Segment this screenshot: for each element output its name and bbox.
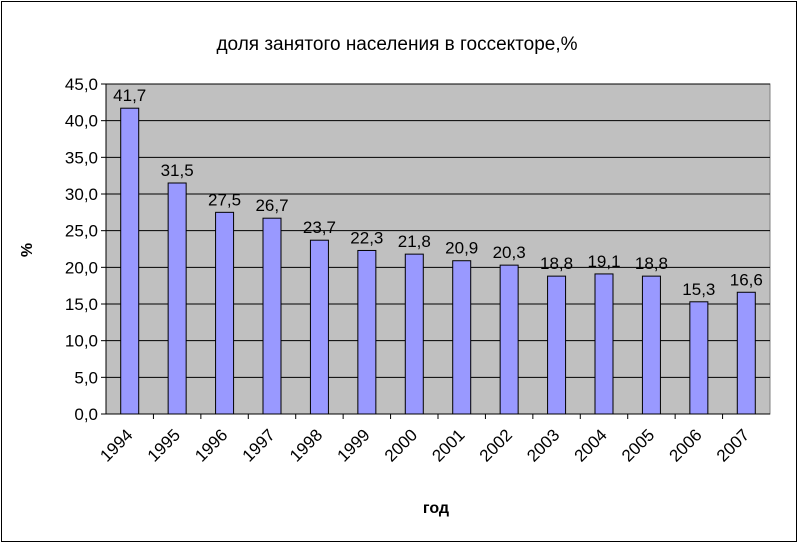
bar-2007 <box>736 291 756 415</box>
bar-2001 <box>452 260 472 415</box>
x-tick-label-1994: 1994 <box>96 425 136 465</box>
data-label-1996: 27,5 <box>208 190 241 209</box>
x-tick-label-2005: 2005 <box>618 425 658 465</box>
y-tick-label: 15,0 <box>65 295 98 314</box>
y-axis-ticks: 0,0 5,0 10,0 15,0 20,0 25,0 30,0 35,0 40,0 45,0 <box>65 75 106 424</box>
x-axis-ticks: 1994 1995 1996 1997 1998 1999 2000 2001 2002 2003… <box>96 414 753 466</box>
y-tick-label: 35,0 <box>65 148 98 167</box>
data-label-2002: 20,3 <box>493 243 526 262</box>
x-tick-label-2003: 2003 <box>523 425 563 465</box>
bar-1998 <box>309 239 329 415</box>
data-label-2005: 18,8 <box>635 254 668 273</box>
data-label-1995: 31,5 <box>161 161 194 180</box>
x-tick-label-1999: 1999 <box>334 425 374 465</box>
data-label-2006: 15,3 <box>682 280 715 299</box>
y-tick-label: 30,0 <box>65 185 98 204</box>
bar-1997 <box>262 217 282 415</box>
bar-2003 <box>547 275 567 415</box>
bar-1994 <box>120 107 140 415</box>
y-tick-label: 10,0 <box>65 332 98 351</box>
y-tick-label: 5,0 <box>74 368 98 387</box>
y-tick-label: 40,0 <box>65 112 98 131</box>
y-axis-label: % <box>19 243 36 257</box>
bar-2005 <box>641 275 661 415</box>
bar-1995 <box>167 182 187 415</box>
data-label-1998: 23,7 <box>303 218 336 237</box>
data-label-2003: 18,8 <box>540 254 573 273</box>
bar-1999 <box>357 249 377 415</box>
x-tick-label-2000: 2000 <box>381 425 421 465</box>
x-axis-label: год <box>423 500 449 517</box>
data-label-2004: 19,1 <box>587 252 620 271</box>
y-tick-label: 0,0 <box>74 405 98 424</box>
bar-2006 <box>689 301 709 415</box>
bar-2004 <box>594 273 614 415</box>
bar-1996 <box>215 211 235 415</box>
data-label-1994: 41,7 <box>113 86 146 105</box>
bar-2002 <box>499 264 519 415</box>
x-tick-label-1995: 1995 <box>144 425 184 465</box>
bars <box>120 107 756 415</box>
y-tick-label: 20,0 <box>65 258 98 277</box>
x-tick-label-2002: 2002 <box>476 425 516 465</box>
x-tick-label-1996: 1996 <box>191 425 231 465</box>
x-tick-label-2007: 2007 <box>713 425 753 465</box>
plot-area <box>105 83 771 415</box>
data-label-1997: 26,7 <box>255 196 288 215</box>
chart-title: доля занятого населения в госсекторе,% <box>216 34 577 55</box>
data-label-2000: 21,8 <box>398 232 431 251</box>
data-label-1999: 22,3 <box>350 228 383 247</box>
y-tick-label: 25,0 <box>65 222 98 241</box>
bar-2000 <box>404 253 424 415</box>
x-tick-label-2006: 2006 <box>666 425 706 465</box>
data-label-2007: 16,6 <box>730 270 763 289</box>
y-tick-label: 45,0 <box>65 75 98 94</box>
data-label-2001: 20,9 <box>445 239 478 258</box>
x-tick-label-2004: 2004 <box>571 425 611 465</box>
x-tick-label-1997: 1997 <box>239 425 279 465</box>
x-tick-label-1998: 1998 <box>286 425 326 465</box>
x-tick-label-2001: 2001 <box>428 425 468 465</box>
data-labels: 41,7 31,5 27,5 26,7 23,7 22,3 21,8 20,9 20,3 18,8… <box>113 86 763 299</box>
